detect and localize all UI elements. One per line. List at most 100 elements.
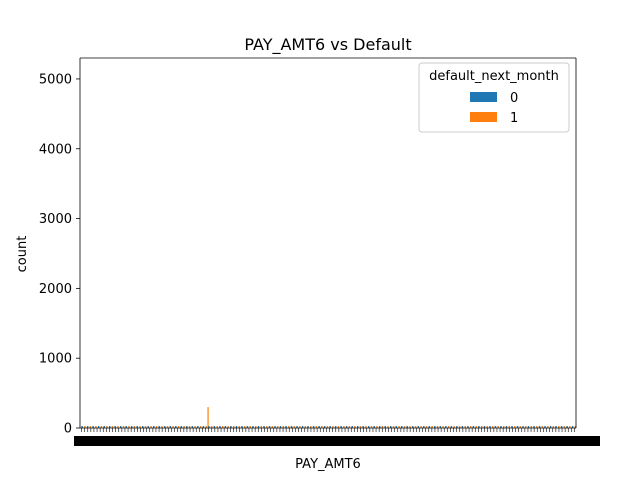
bar-baseline xyxy=(282,426,285,428)
bar-baseline xyxy=(100,426,103,428)
bar-baseline xyxy=(246,426,249,428)
bar-baseline xyxy=(108,426,111,428)
bar-baseline xyxy=(144,426,147,428)
bar-baseline xyxy=(392,426,395,428)
bar-baseline xyxy=(252,426,254,428)
bar-baseline xyxy=(560,426,563,428)
bar-baseline xyxy=(384,426,386,428)
bar-baseline xyxy=(117,426,119,428)
bar-baseline xyxy=(254,426,257,428)
y-tick-label: 5000 xyxy=(39,72,72,87)
bar-baseline xyxy=(453,426,455,428)
bar-baseline xyxy=(436,426,439,428)
x-axis-label: PAY_AMT6 xyxy=(295,457,361,472)
bar-baseline xyxy=(558,426,560,428)
chart-title: PAY_AMT6 vs Default xyxy=(244,35,411,55)
bar-baseline xyxy=(395,426,398,428)
bar-baseline xyxy=(525,426,527,428)
bar-baseline xyxy=(230,426,232,428)
bar-baseline xyxy=(494,426,497,428)
bar-baseline xyxy=(307,426,309,428)
bar-baseline xyxy=(456,426,458,428)
bar-baseline xyxy=(213,426,216,428)
bar-baseline xyxy=(332,426,334,428)
bar-baseline xyxy=(544,426,546,428)
bar-baseline xyxy=(95,426,97,428)
bar-baseline xyxy=(428,426,431,428)
bar-baseline xyxy=(370,426,373,428)
bar-baseline xyxy=(194,426,196,428)
bar-baseline xyxy=(139,426,141,428)
bar-baseline xyxy=(555,426,557,428)
bar-baseline xyxy=(125,426,127,428)
bar-baseline xyxy=(571,426,574,428)
bar-baseline xyxy=(301,426,304,428)
y-tick-label: 3000 xyxy=(39,212,72,227)
bar-baseline xyxy=(337,426,340,428)
bar-baseline xyxy=(227,426,229,428)
bar-baseline xyxy=(235,426,238,428)
bar-baseline xyxy=(434,426,436,428)
bar-baseline xyxy=(417,426,420,428)
bar-baseline xyxy=(288,426,290,428)
bar-baseline xyxy=(491,426,494,428)
legend-label-0: 0 xyxy=(510,91,518,106)
bar-baseline xyxy=(475,426,477,428)
bar-baseline xyxy=(536,426,538,428)
y-tick-label: 0 xyxy=(64,422,72,437)
bar-baseline xyxy=(458,426,461,428)
bar-baseline xyxy=(522,426,524,428)
bar-baseline xyxy=(249,426,251,428)
bar-baseline xyxy=(312,426,315,428)
legend: default_next_month 0 1 xyxy=(418,62,570,133)
bar-baseline xyxy=(489,426,491,428)
bar-baseline xyxy=(483,426,486,428)
bar-baseline xyxy=(403,426,406,428)
bar-baseline xyxy=(279,426,282,428)
bar-baseline xyxy=(497,426,499,428)
bar-baseline xyxy=(84,426,86,428)
bar-baseline xyxy=(326,426,329,428)
bar-baseline xyxy=(486,426,488,428)
bar-baseline xyxy=(549,426,552,428)
x-axis xyxy=(74,427,600,446)
bar-baseline xyxy=(348,426,351,428)
bar-baseline xyxy=(232,426,235,428)
bar-baseline xyxy=(502,426,505,428)
bar-baseline xyxy=(224,426,227,428)
bar-baseline xyxy=(547,426,549,428)
bar-baseline xyxy=(315,426,318,428)
bar-baseline xyxy=(450,426,453,428)
bar-baseline xyxy=(241,426,243,428)
bar-baseline xyxy=(445,426,447,428)
bar-baseline xyxy=(423,426,425,428)
bar-baseline xyxy=(409,426,411,428)
bar-baseline xyxy=(208,426,210,428)
bar-baseline xyxy=(205,426,207,428)
bar-baseline xyxy=(304,426,307,428)
bar-baseline xyxy=(508,426,510,428)
bar-baseline xyxy=(92,426,94,428)
bar-baseline xyxy=(461,426,464,428)
x-tick-label-band xyxy=(74,436,600,446)
bar-baseline xyxy=(354,426,356,428)
bar-baseline xyxy=(186,426,188,428)
bar-baseline xyxy=(469,426,472,428)
bar-baseline xyxy=(86,426,89,428)
bar-baseline xyxy=(442,426,444,428)
bar-baseline xyxy=(166,426,169,428)
bar-baseline xyxy=(359,426,362,428)
bar-baseline xyxy=(106,426,108,428)
bar-baseline xyxy=(467,426,469,428)
bar-baseline xyxy=(373,426,375,428)
bar-baseline xyxy=(290,426,293,428)
bar-baseline xyxy=(387,426,389,428)
legend-title: default_next_month xyxy=(429,69,559,84)
bar-baseline xyxy=(343,426,345,428)
bar-baseline xyxy=(323,426,326,428)
bar-baseline xyxy=(263,426,265,428)
bar-baseline xyxy=(277,426,279,428)
y-tick-label: 4000 xyxy=(39,142,72,157)
bar-baseline xyxy=(114,426,116,428)
